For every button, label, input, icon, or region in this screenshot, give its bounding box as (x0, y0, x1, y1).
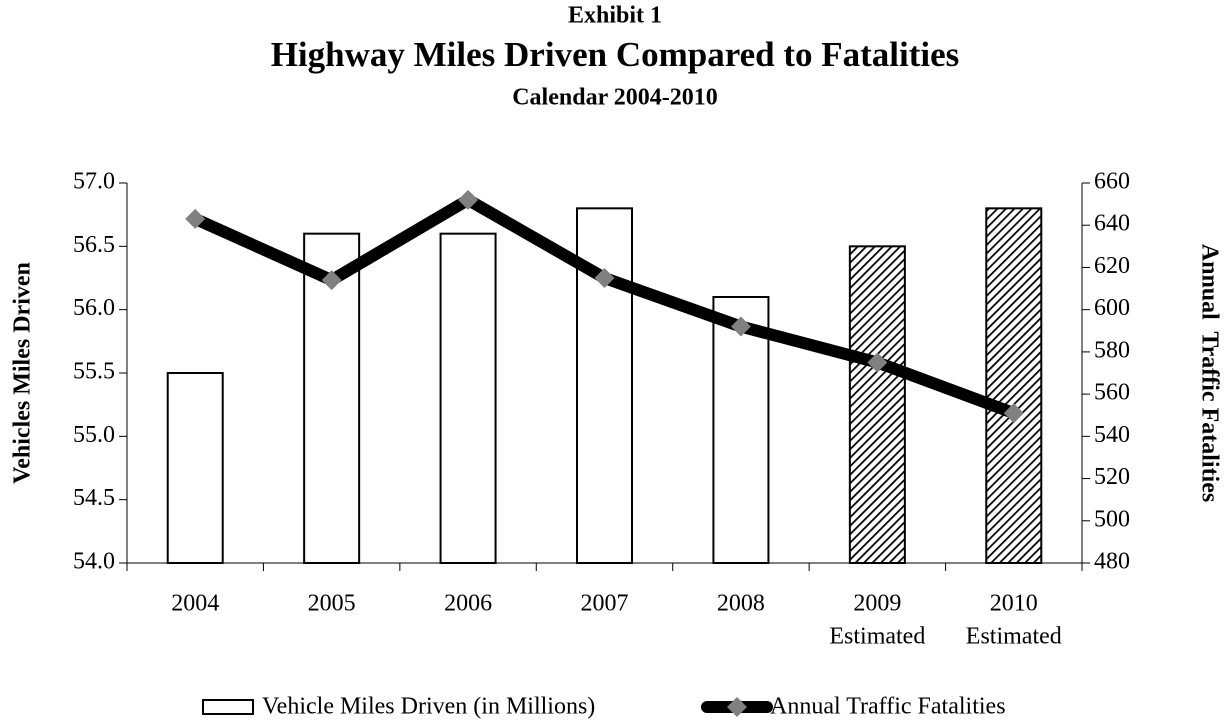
marker (1003, 403, 1024, 424)
y2-tick-label: 580 (1094, 337, 1130, 363)
y-tick-label: 55.5 (73, 359, 115, 385)
y-axis-title: Vehicles Miles Driven (10, 262, 36, 484)
bar (439, 232, 497, 565)
x-tick-label: 2004 (171, 591, 219, 617)
y-tick-label: 54.5 (73, 485, 115, 511)
bar (166, 372, 224, 564)
marker (458, 189, 479, 210)
bar (848, 245, 906, 564)
chart-title: Highway Miles Driven Compared to Fatalit… (271, 35, 960, 74)
y-tick-label: 55.0 (73, 422, 115, 448)
legend-marker (727, 697, 747, 717)
bar (985, 207, 1043, 564)
legend-label: Vehicle Miles Driven (in Millions) (262, 694, 595, 720)
marker (185, 208, 206, 229)
x-tick-label: 2005 (308, 591, 356, 617)
x-tick-note: Estimated (966, 624, 1062, 650)
y-tick-label: 54.0 (73, 549, 115, 575)
marker (594, 268, 615, 288)
marker (321, 270, 342, 291)
y2-tick-label: 660 (1094, 169, 1130, 195)
y2-tick-label: 600 (1094, 295, 1130, 321)
y-tick-label: 57.0 (73, 169, 115, 195)
y2-axis-title: Annual Traffic Fatalities (1196, 244, 1222, 502)
legend-swatch (202, 699, 254, 715)
y-tick-label: 56.0 (73, 295, 115, 321)
y-tick-label: 56.5 (73, 232, 115, 258)
x-tick-note: Estimated (829, 624, 925, 650)
marker (867, 352, 888, 373)
subtitle: Calendar 2004-2010 (512, 85, 718, 111)
y2-tick-label: 560 (1094, 380, 1130, 406)
x-tick-label: 2007 (581, 591, 629, 617)
x-tick-label: 2008 (717, 591, 765, 617)
y2-tick-label: 620 (1094, 253, 1130, 279)
marker (730, 316, 751, 337)
y2-tick-label: 500 (1094, 506, 1130, 532)
y2-tick-label: 480 (1094, 549, 1130, 575)
x-tick-label: 2006 (444, 591, 492, 617)
x-tick-label: 2010 (990, 591, 1038, 617)
supertitle: Exhibit 1 (568, 3, 662, 29)
y2-tick-label: 640 (1094, 211, 1130, 237)
x-tick-label: 2009 (853, 591, 901, 617)
y2-tick-label: 540 (1094, 422, 1130, 448)
legend-label: Annual Traffic Fatalities (770, 694, 1006, 720)
y2-tick-label: 520 (1094, 464, 1130, 490)
